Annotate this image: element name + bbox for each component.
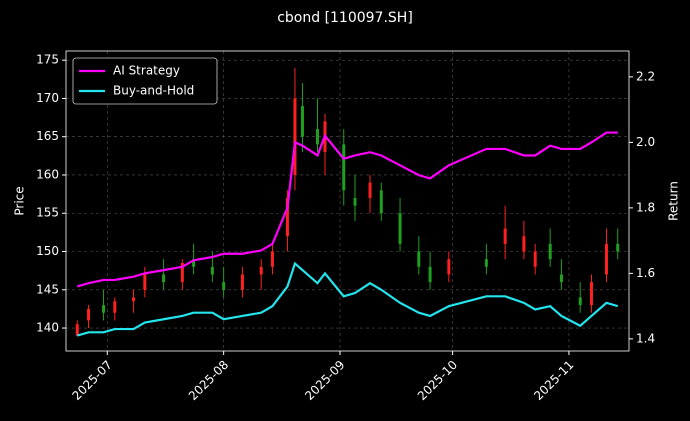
candle-body — [132, 297, 136, 302]
candle-body — [162, 274, 166, 283]
candle-body — [240, 274, 244, 290]
x-tick-label: 2025-10 — [415, 358, 460, 403]
candle-body — [270, 251, 274, 267]
candle-body — [548, 243, 552, 260]
x-tick-label: 2025-11 — [531, 358, 576, 403]
candle-body — [143, 274, 147, 290]
candle-body — [293, 98, 297, 175]
candle-body — [428, 266, 432, 283]
candle-body — [75, 324, 79, 336]
candle-body — [285, 197, 289, 237]
candle-body — [533, 251, 537, 267]
candle-body — [589, 282, 593, 306]
candle-body — [604, 243, 608, 275]
candle-body — [578, 297, 582, 306]
candle-body — [353, 197, 357, 206]
candle-body — [315, 129, 319, 145]
line-series — [76, 261, 619, 337]
candle-body — [222, 282, 226, 290]
legend-label: Buy-and-Hold — [113, 84, 194, 98]
y2-tick-label: 2.0 — [636, 135, 655, 149]
candle-body — [447, 259, 451, 275]
y-axis-label: Price — [13, 186, 27, 215]
candle-body — [559, 274, 563, 283]
candle-body — [102, 305, 106, 313]
y-tick-label: 175 — [36, 53, 59, 67]
candle-body — [210, 266, 214, 275]
y2-tick-label: 1.6 — [636, 266, 655, 280]
candle-body — [368, 182, 372, 198]
candle-body — [503, 228, 507, 244]
candle-body — [259, 266, 263, 275]
x-tick-label: 2025-07 — [70, 358, 115, 403]
candle-body — [398, 213, 402, 244]
y-tick-label: 165 — [36, 129, 59, 143]
candle-body — [300, 106, 304, 137]
y-tick-label: 170 — [36, 91, 59, 105]
y2-tick-label: 2.2 — [636, 69, 655, 83]
y2-tick-label: 1.8 — [636, 200, 655, 214]
plot-frame — [65, 50, 630, 352]
candle-body — [484, 259, 488, 267]
y-tick-label: 155 — [36, 206, 59, 220]
candle-body — [87, 308, 91, 321]
legend-label: AI Strategy — [113, 64, 180, 78]
chart-title: cbond [110097.SH] — [277, 10, 413, 26]
candle-body — [113, 301, 117, 313]
candle-body — [379, 190, 383, 214]
y-tick-label: 150 — [36, 244, 59, 258]
x-tick-label: 2025-08 — [186, 358, 231, 403]
candle-body — [342, 144, 346, 191]
y2-axis-label: Return — [667, 181, 681, 221]
line-series — [76, 131, 618, 288]
candle-body — [522, 236, 526, 252]
candle-body — [180, 262, 184, 283]
y-tick-label: 145 — [36, 282, 59, 296]
candle-body — [616, 243, 620, 252]
x-tick-label: 2025-09 — [302, 358, 347, 403]
y-tick-label: 160 — [36, 167, 59, 181]
y-tick-label: 140 — [36, 321, 59, 335]
candle-body — [192, 259, 196, 267]
candle-body — [417, 251, 421, 267]
legend-box — [72, 57, 218, 105]
y2-tick-label: 1.4 — [636, 331, 655, 345]
